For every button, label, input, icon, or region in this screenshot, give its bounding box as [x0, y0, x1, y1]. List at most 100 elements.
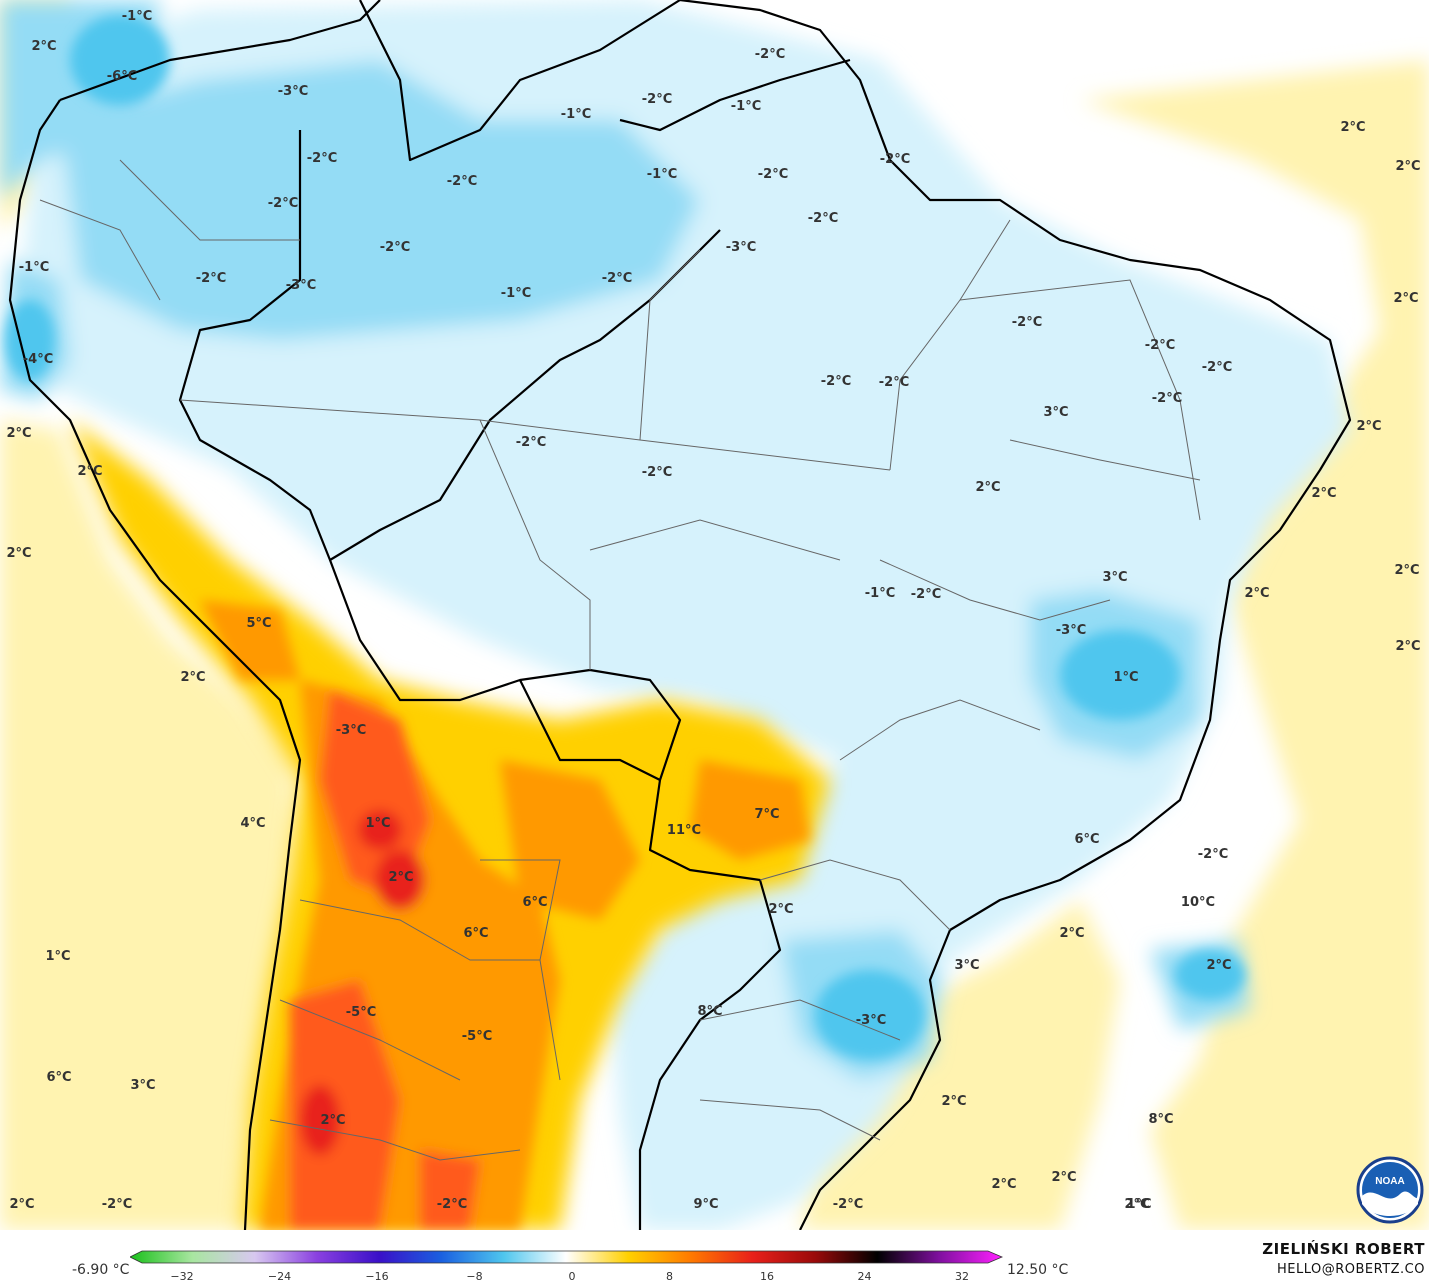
colorbar: −32 −24 −16 −8 0 8 16 24 32 [130, 1250, 1004, 1283]
temperature-label: 3°C [1102, 570, 1127, 585]
amapa-border [619, 58, 851, 132]
state-borders [39, 159, 1201, 1161]
map-canvas: -1°C -6°C 2°C -3°C -2°C -2°C -1°C -2°C -2°C -1°C -… [0, 0, 1429, 1230]
temperature-label: 1°C [1126, 1197, 1151, 1212]
temperature-label: -2°C [602, 271, 632, 286]
temperature-label: -2°C [437, 1197, 467, 1212]
hot-land-layer [200, 600, 810, 1230]
temperature-label: 6°C [522, 895, 547, 910]
temperature-label: 1°C [365, 816, 390, 831]
temperature-label: -2°C [879, 375, 909, 390]
colorbar-ticks: −32 −24 −16 −8 0 8 16 24 32 [170, 1270, 969, 1283]
temperature-label: 2°C [768, 902, 793, 917]
colorbar-gradient [130, 1250, 1004, 1264]
temperature-label: 3°C [130, 1078, 155, 1093]
temperature-label: -2°C [642, 92, 672, 107]
temperature-label: -3°C [726, 240, 756, 255]
temperature-label: -1°C [561, 107, 591, 122]
temperature-label: -2°C [758, 167, 788, 182]
country-borders [8, 0, 1352, 1230]
temperature-label: 2°C [1395, 639, 1420, 654]
temperature-label: 2°C [320, 1113, 345, 1128]
temperature-label: 8°C [697, 1004, 722, 1019]
atlantic-coastline [679, 0, 1352, 1230]
temperature-label: 10°C [1181, 895, 1215, 910]
temperature-label: 3°C [954, 958, 979, 973]
temperature-label: 2°C [1311, 486, 1336, 501]
temperature-label: -2°C [268, 196, 298, 211]
temperature-label: 2°C [180, 670, 205, 685]
temperature-label: -3°C [1056, 623, 1086, 638]
temperature-label: -2°C [642, 465, 672, 480]
temperature-label: -2°C [196, 271, 226, 286]
temperature-label: 6°C [463, 926, 488, 941]
temperature-label: -1°C [19, 260, 49, 275]
temperature-label: 11°C [667, 823, 701, 838]
temperature-label: -2°C [1202, 360, 1232, 375]
temperature-label: 2°C [1340, 120, 1365, 135]
colorbar-tick-label: 24 [858, 1270, 872, 1283]
temperature-label: 6°C [46, 1070, 71, 1085]
temperature-label: 4°C [240, 816, 265, 831]
temperature-label: -2°C [102, 1197, 132, 1212]
temperature-label: 2°C [1393, 291, 1418, 306]
temperature-label: -3°C [336, 723, 366, 738]
author-email: HELLO@ROBERTZ.CO [1276, 1262, 1425, 1277]
author-credit: ZIELIŃSKI ROBERT [1262, 1240, 1425, 1258]
temperature-label: -2°C [880, 152, 910, 167]
temperature-label: -2°C [821, 374, 851, 389]
cold-core-layer [5, 15, 1245, 1060]
temperature-label: 2°C [388, 870, 413, 885]
colorbar-tick-label: −24 [268, 1270, 291, 1283]
temperature-label: 2°C [1124, 1197, 1149, 1212]
temperature-label: 2°C [31, 39, 56, 54]
temperature-label: -5°C [346, 1005, 376, 1020]
temperature-label: 6°C [1074, 832, 1099, 847]
noaa-logo-text: NOAA [1375, 1176, 1404, 1187]
temperature-label: 1°C [45, 949, 70, 964]
temperature-label: -2°C [1198, 847, 1228, 862]
temperature-label: -2°C [755, 47, 785, 62]
temperature-label: 2°C [1051, 1170, 1076, 1185]
temperature-label: 2°C [1244, 586, 1269, 601]
temperature-label: 2°C [9, 1197, 34, 1212]
temperature-labels: -1°C -6°C 2°C -3°C -2°C -2°C -1°C -2°C -2°C -1°C -… [6, 9, 1420, 1212]
temperature-label: -3°C [856, 1013, 886, 1028]
temperature-label: 8°C [1148, 1112, 1173, 1127]
temperature-label: -2°C [380, 240, 410, 255]
temperature-label: -1°C [865, 586, 895, 601]
temperature-label: 2°C [6, 546, 31, 561]
colorbar-tick-label: 16 [760, 1270, 774, 1283]
temperature-label: -3°C [286, 278, 316, 293]
colorbar-tick-label: 8 [666, 1270, 673, 1283]
temperature-anomaly-map: -1°C -6°C 2°C -3°C -2°C -2°C -1°C -2°C -2°C -1°C -… [0, 0, 1429, 1230]
temperature-label: -1°C [731, 99, 761, 114]
pacific-coastline [8, 99, 302, 1230]
temperature-label: 2°C [1206, 958, 1231, 973]
temperature-label: -2°C [516, 435, 546, 450]
temperature-label: 3°C [1043, 405, 1068, 420]
brazil-south-border [328, 559, 782, 1230]
temperature-label: 1°C [1113, 670, 1138, 685]
temperature-label: -4°C [23, 352, 53, 367]
colorbar-tick-label: −32 [170, 1270, 193, 1283]
temperature-label: 2°C [6, 426, 31, 441]
temperature-label: 2°C [991, 1177, 1016, 1192]
temperature-label: -2°C [447, 174, 477, 189]
temperature-label: -2°C [307, 151, 337, 166]
temperature-label: 2°C [1059, 926, 1084, 941]
colorbar-max-label: 12.50 °C [1007, 1262, 1069, 1278]
temperature-label: -1°C [647, 167, 677, 182]
temperature-label: 2°C [1356, 419, 1381, 434]
temperature-label: -2°C [1145, 338, 1175, 353]
temperature-label: 2°C [77, 464, 102, 479]
temperature-label: -2°C [1152, 391, 1182, 406]
temperature-label: -6°C [107, 69, 137, 84]
temperature-label: 2°C [975, 480, 1000, 495]
colorbar-tick-label: −16 [365, 1270, 388, 1283]
guianas-border [359, 0, 681, 162]
paraguay-border [519, 679, 661, 781]
temperature-label: 2°C [1394, 563, 1419, 578]
temperature-label: 7°C [754, 807, 779, 822]
colorbar-tick-label: 32 [955, 1270, 969, 1283]
